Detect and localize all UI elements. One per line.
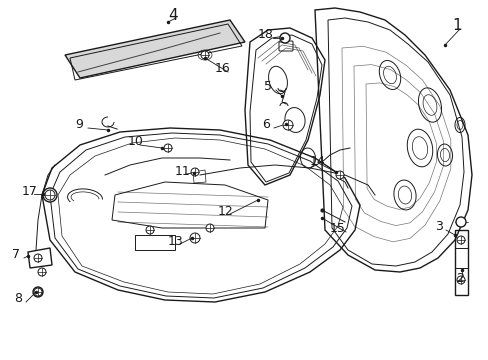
Text: 7: 7 [12, 248, 20, 261]
Polygon shape [65, 20, 244, 78]
Circle shape [38, 268, 46, 276]
Circle shape [456, 236, 464, 244]
Text: 2: 2 [455, 272, 463, 285]
Circle shape [280, 33, 289, 43]
Text: 11: 11 [175, 165, 190, 178]
Text: 4: 4 [168, 8, 177, 23]
Circle shape [34, 288, 42, 296]
Text: 8: 8 [14, 292, 22, 305]
Text: 17: 17 [22, 185, 38, 198]
Text: 5: 5 [264, 80, 271, 93]
Text: 14: 14 [309, 155, 325, 168]
Circle shape [456, 276, 464, 284]
Circle shape [45, 190, 55, 200]
Text: 1: 1 [451, 18, 461, 33]
Circle shape [43, 188, 57, 202]
FancyBboxPatch shape [279, 41, 292, 51]
Circle shape [190, 233, 200, 243]
Circle shape [201, 51, 208, 59]
Circle shape [455, 217, 465, 227]
Text: 18: 18 [258, 28, 273, 41]
Text: 16: 16 [215, 62, 230, 75]
Circle shape [33, 287, 43, 297]
Circle shape [163, 144, 172, 152]
Circle shape [283, 120, 292, 130]
Text: 12: 12 [218, 205, 233, 218]
Text: 10: 10 [128, 135, 143, 148]
Circle shape [205, 224, 214, 232]
Circle shape [191, 168, 199, 176]
Text: 13: 13 [168, 235, 183, 248]
Text: 15: 15 [329, 222, 345, 235]
Text: 6: 6 [262, 118, 269, 131]
Circle shape [146, 226, 154, 234]
Circle shape [335, 171, 343, 179]
Circle shape [34, 254, 42, 262]
Text: 3: 3 [434, 220, 442, 233]
Text: 9: 9 [75, 118, 82, 131]
